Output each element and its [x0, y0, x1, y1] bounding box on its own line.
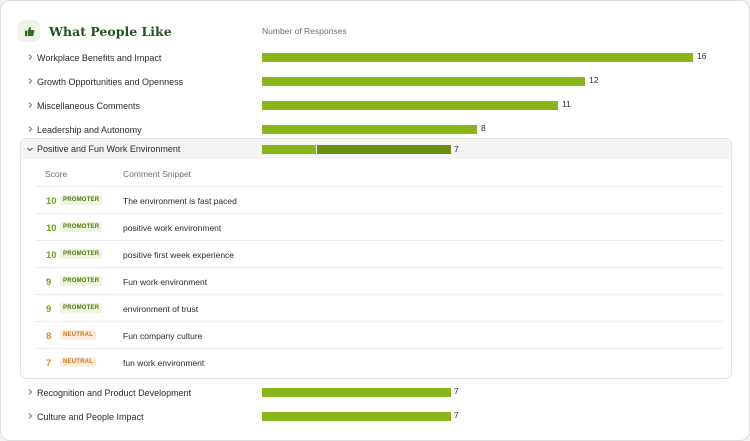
chevron-right-icon: [25, 124, 35, 134]
comment-row: 9 PROMOTER Fun work environment: [36, 267, 723, 295]
comment-snippet: Fun company culture: [123, 331, 203, 341]
score-value: 10: [46, 223, 57, 234]
response-bar: [262, 101, 558, 110]
response-bar: [262, 145, 451, 154]
theme-label: Miscellaneous Comments: [37, 100, 141, 111]
expanded-theme-panel: Positive and Fun Work Environment 7 Scor…: [20, 138, 732, 379]
chevron-right-icon: [25, 100, 35, 110]
comment-snippet: fun work environment: [123, 358, 205, 368]
number-of-responses-header: Number of Responses: [262, 26, 347, 36]
chevron-right-icon: [25, 52, 35, 62]
response-bar: [262, 53, 693, 62]
comment-snippet: positive work environment: [123, 223, 222, 233]
response-count: 7: [454, 386, 459, 396]
comment-snippet: environment of trust: [123, 304, 199, 314]
neutral-bar-segment: [317, 145, 451, 154]
expanded-theme-row[interactable]: Positive and Fun Work Environment 7: [21, 139, 731, 159]
score-value: 9: [46, 304, 52, 315]
score-value: 9: [46, 277, 52, 288]
comment-row: 10 PROMOTER positive first week experien…: [36, 240, 723, 268]
promoter-badge: PROMOTER: [60, 276, 103, 286]
theme-row[interactable]: Workplace Benefits and Impact 16: [21, 46, 730, 69]
response-count: 12: [589, 75, 599, 85]
score-value: 10: [46, 196, 57, 207]
comment-snippet: The environment is fast paced: [123, 196, 237, 206]
theme-label: Positive and Fun Work Environment: [37, 144, 181, 154]
comment-snippet-column-header: Comment Snippet: [123, 169, 192, 179]
comment-row: 10 PROMOTER positive work environment: [36, 213, 723, 241]
comment-snippet: Fun work environment: [123, 277, 208, 287]
comment-snippet: positive first week experience: [123, 250, 235, 260]
response-count: 7: [454, 144, 459, 154]
promoter-badge: PROMOTER: [60, 222, 103, 232]
response-bar: [262, 388, 451, 397]
promoter-badge: PROMOTER: [60, 195, 103, 205]
chevron-right-icon: [25, 76, 35, 86]
chevron-right-icon: [25, 411, 35, 421]
theme-label: Culture and People Impact: [37, 411, 144, 422]
theme-label: Growth Opportunities and Openness: [37, 76, 184, 87]
theme-label: Leadership and Autonomy: [37, 124, 142, 135]
response-count: 7: [454, 410, 459, 420]
promoter-badge: PROMOTER: [60, 249, 103, 259]
response-bar: [262, 77, 585, 86]
comment-row: 8 NEUTRAL Fun company culture: [36, 321, 723, 349]
card-header: What People Like: [18, 19, 172, 43]
promoter-bar-segment: [262, 145, 316, 154]
response-count: 16: [697, 51, 707, 61]
score-value: 10: [46, 250, 57, 261]
theme-label: Recognition and Product Development: [37, 387, 192, 398]
response-count: 11: [562, 99, 571, 109]
chevron-down-icon: [25, 144, 35, 154]
theme-label: Workplace Benefits and Impact: [37, 52, 162, 63]
score-value: 8: [46, 331, 52, 342]
theme-row[interactable]: Miscellaneous Comments 11: [21, 94, 730, 117]
promoter-badge: PROMOTER: [60, 303, 103, 313]
neutral-badge: NEUTRAL: [60, 330, 97, 340]
theme-row[interactable]: Culture and People Impact 7: [21, 405, 730, 428]
response-count: 8: [481, 123, 486, 133]
response-bar: [262, 125, 477, 134]
card-title: What People Like: [49, 23, 172, 39]
comment-row: 10 PROMOTER The environment is fast pace…: [36, 186, 723, 214]
score-column-header: Score: [45, 169, 68, 179]
theme-row[interactable]: Leadership and Autonomy 8: [21, 118, 730, 141]
comment-row: 9 PROMOTER environment of trust: [36, 294, 723, 322]
theme-row[interactable]: Growth Opportunities and Openness 12: [21, 70, 730, 93]
neutral-badge: NEUTRAL: [60, 357, 97, 367]
score-value: 7: [46, 358, 52, 369]
comment-row: 7 NEUTRAL fun work environment: [36, 348, 723, 376]
theme-row[interactable]: Recognition and Product Development 7: [21, 381, 730, 404]
response-bar: [262, 412, 451, 421]
thumbs-up-icon: [18, 20, 40, 42]
chevron-right-icon: [25, 387, 35, 397]
